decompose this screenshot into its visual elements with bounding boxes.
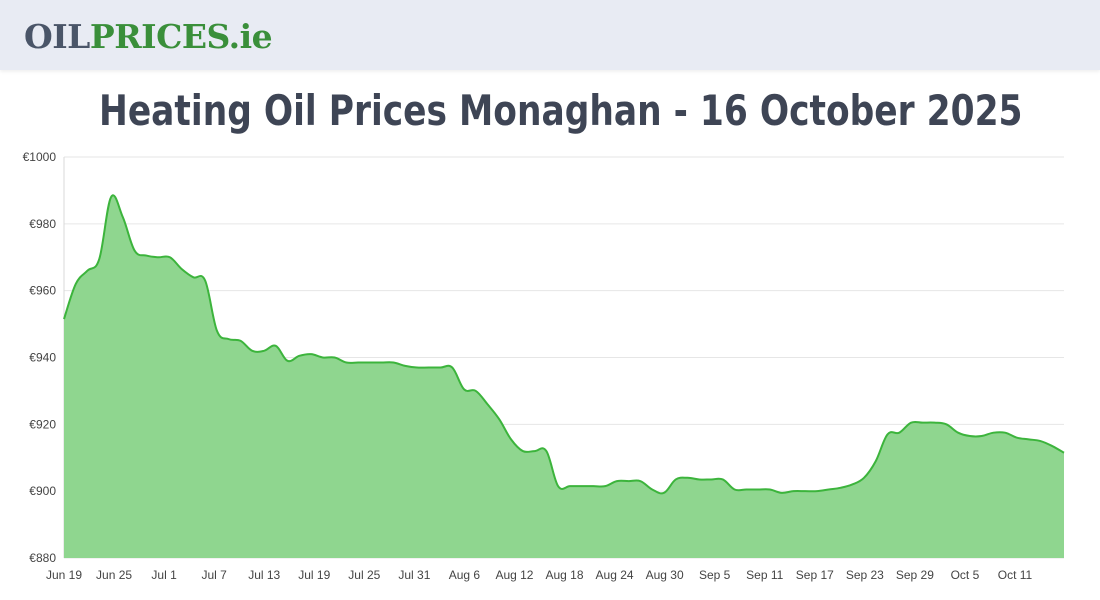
price-area	[64, 195, 1064, 559]
logo-prices-text: PRICES	[89, 17, 229, 56]
y-axis: €880 €900 €920 €940 €960 €980 €1000	[23, 150, 57, 565]
y-tick-label: €1000	[23, 150, 57, 164]
site-logo[interactable]: OILPRICES.ie	[24, 16, 273, 58]
x-tick-label: Sep 17	[796, 568, 834, 582]
x-tick-label: Aug 18	[546, 568, 584, 582]
x-axis: Jun 19 Jun 25 Jul 1 Jul 7 Jul 13 Jul 19 Jul 25…	[46, 568, 1033, 582]
y-tick-label: €900	[29, 484, 56, 498]
x-tick-label: Jul 13	[248, 568, 280, 582]
y-tick-label: €940	[29, 351, 56, 365]
x-tick-label: Oct 11	[998, 568, 1033, 582]
x-tick-label: Aug 24	[596, 568, 634, 582]
price-chart: €880€900€920€940€960€980€1000 Jun 19 Jun …	[23, 150, 1065, 582]
logo-oil-text: OIL	[24, 17, 90, 56]
x-tick-label: Jul 31	[398, 568, 430, 582]
price-line	[63, 194, 1065, 495]
x-tick-label: Sep 23	[846, 568, 884, 582]
page-title: Heating Oil Prices Monaghan - 16 October…	[99, 86, 1023, 135]
x-tick-label: Aug 12	[495, 568, 533, 582]
x-tick-label: Jul 1	[151, 568, 177, 582]
x-tick-label: Jul 25	[348, 568, 380, 582]
x-tick-label: Sep 29	[896, 568, 934, 582]
y-tick-label: €980	[29, 217, 56, 231]
header-bar: OILPRICES.ie	[0, 0, 1100, 70]
x-tick-label: Sep 5	[699, 568, 731, 582]
x-tick-label: Aug 6	[449, 568, 481, 582]
x-tick-label: Jul 7	[201, 568, 227, 582]
x-tick-label: Jun 19	[46, 568, 82, 582]
y-tick-label: €960	[29, 284, 56, 298]
y-tick-label: €920	[29, 417, 56, 431]
x-tick-label: Sep 11	[746, 568, 783, 582]
y-tick-label: €880	[29, 551, 56, 565]
x-tick-label: Jun 25	[96, 568, 132, 582]
x-tick-label: Jul 19	[298, 568, 330, 582]
x-tick-label: Aug 30	[646, 568, 684, 582]
x-tick-label: Oct 5	[951, 568, 980, 582]
logo-ie-text: .ie	[228, 17, 273, 56]
